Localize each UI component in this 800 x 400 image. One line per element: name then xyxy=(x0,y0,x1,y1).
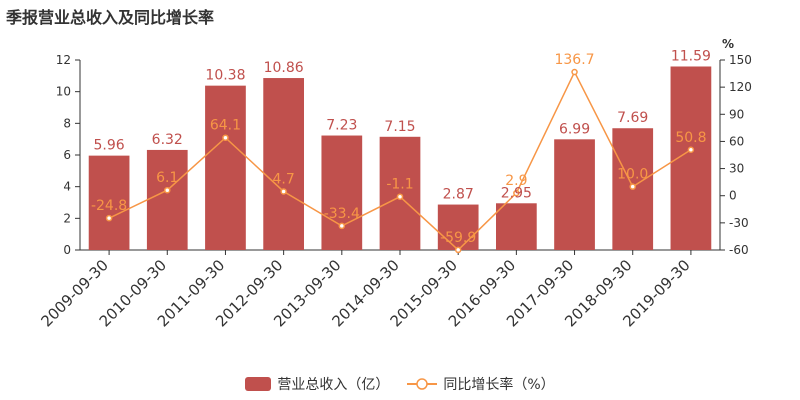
bar-value-label: 6.32 xyxy=(152,132,183,148)
y-right-tick-label: -30 xyxy=(729,216,749,230)
growth-value-label: 2.9 xyxy=(505,173,527,189)
bar[interactable] xyxy=(321,135,363,250)
bar-value-label: 2.95 xyxy=(501,185,532,201)
growth-point[interactable] xyxy=(571,68,578,76)
growth-point[interactable] xyxy=(280,188,287,195)
growth-point[interactable] xyxy=(338,222,346,230)
bar[interactable] xyxy=(88,155,130,250)
bar-value-label: 10.86 xyxy=(264,60,304,76)
growth-value-label: 136.7 xyxy=(554,52,594,68)
legend-label-growth: 同比增长率（%） xyxy=(443,377,555,393)
legend-line-swatch xyxy=(407,378,438,390)
growth-value-label: -24.8 xyxy=(91,198,127,214)
legend-bar-swatch xyxy=(245,377,272,391)
legend-label-revenue: 营业总收入（亿） xyxy=(277,377,390,393)
y-right-tick-label: 30 xyxy=(729,162,744,176)
growth-value-label: 10.0 xyxy=(617,167,648,183)
growth-value-label: 6.1 xyxy=(156,170,178,186)
growth-point[interactable] xyxy=(396,193,404,200)
growth-point[interactable] xyxy=(105,214,113,222)
growth-point[interactable] xyxy=(222,134,229,141)
y-right-axis-unit: % xyxy=(722,37,734,51)
y-left-tick-label: 4 xyxy=(63,180,71,194)
y-right-tick-label: 120 xyxy=(729,80,752,94)
bar-value-label: 5.96 xyxy=(94,138,125,154)
y-right-tick-label: 90 xyxy=(729,107,744,121)
chart-title: 季报营业总收入及同比增长率 xyxy=(6,8,215,27)
y-left-tick-label: 12 xyxy=(56,53,71,67)
y-right-tick-label: 60 xyxy=(729,134,744,148)
bar[interactable] xyxy=(263,78,304,250)
bar[interactable] xyxy=(205,85,246,251)
bar-value-label: 7.23 xyxy=(326,118,357,134)
growth-point[interactable] xyxy=(629,183,636,190)
bar-value-label: 2.87 xyxy=(443,187,474,203)
y-left-tick-label: 6 xyxy=(63,148,71,162)
bar[interactable] xyxy=(554,139,595,250)
growth-point[interactable] xyxy=(513,189,520,197)
legend-item-growth[interactable]: 同比增长率（%） xyxy=(407,374,555,394)
bar-value-label: 7.69 xyxy=(617,110,648,126)
bar[interactable] xyxy=(379,136,421,250)
bar[interactable] xyxy=(496,203,537,250)
bar[interactable] xyxy=(146,149,188,250)
y-left-tick-label: 0 xyxy=(63,243,71,257)
y-right-tick-label: -60 xyxy=(729,243,749,257)
growth-point[interactable] xyxy=(454,246,462,254)
growth-value-label: 64.1 xyxy=(210,118,241,134)
growth-value-label: 50.8 xyxy=(675,130,706,146)
y-left-tick-label: 2 xyxy=(63,211,71,225)
legend-item-revenue[interactable]: 营业总收入（亿） xyxy=(245,374,389,394)
growth-point[interactable] xyxy=(164,186,171,194)
bar-value-label: 7.15 xyxy=(384,119,415,135)
legend: 营业总收入（亿） 同比增长率（%） xyxy=(0,372,800,396)
y-left-tick-label: 10 xyxy=(56,85,71,99)
growth-value-label: -1.1 xyxy=(386,177,413,193)
y-right-tick-label: 150 xyxy=(729,53,752,67)
growth-value-label: -59.9 xyxy=(440,230,476,246)
bar-value-label: 11.59 xyxy=(671,48,711,64)
bar-value-label: 6.99 xyxy=(559,121,590,137)
y-left-tick-label: 8 xyxy=(63,116,71,130)
growth-point[interactable] xyxy=(687,146,695,154)
bar[interactable] xyxy=(437,204,479,250)
growth-value-label: 4.7 xyxy=(273,171,295,187)
bar-value-label: 10.38 xyxy=(205,68,245,84)
y-right-tick-label: 0 xyxy=(729,189,737,203)
growth-value-label: -33.4 xyxy=(324,206,360,222)
